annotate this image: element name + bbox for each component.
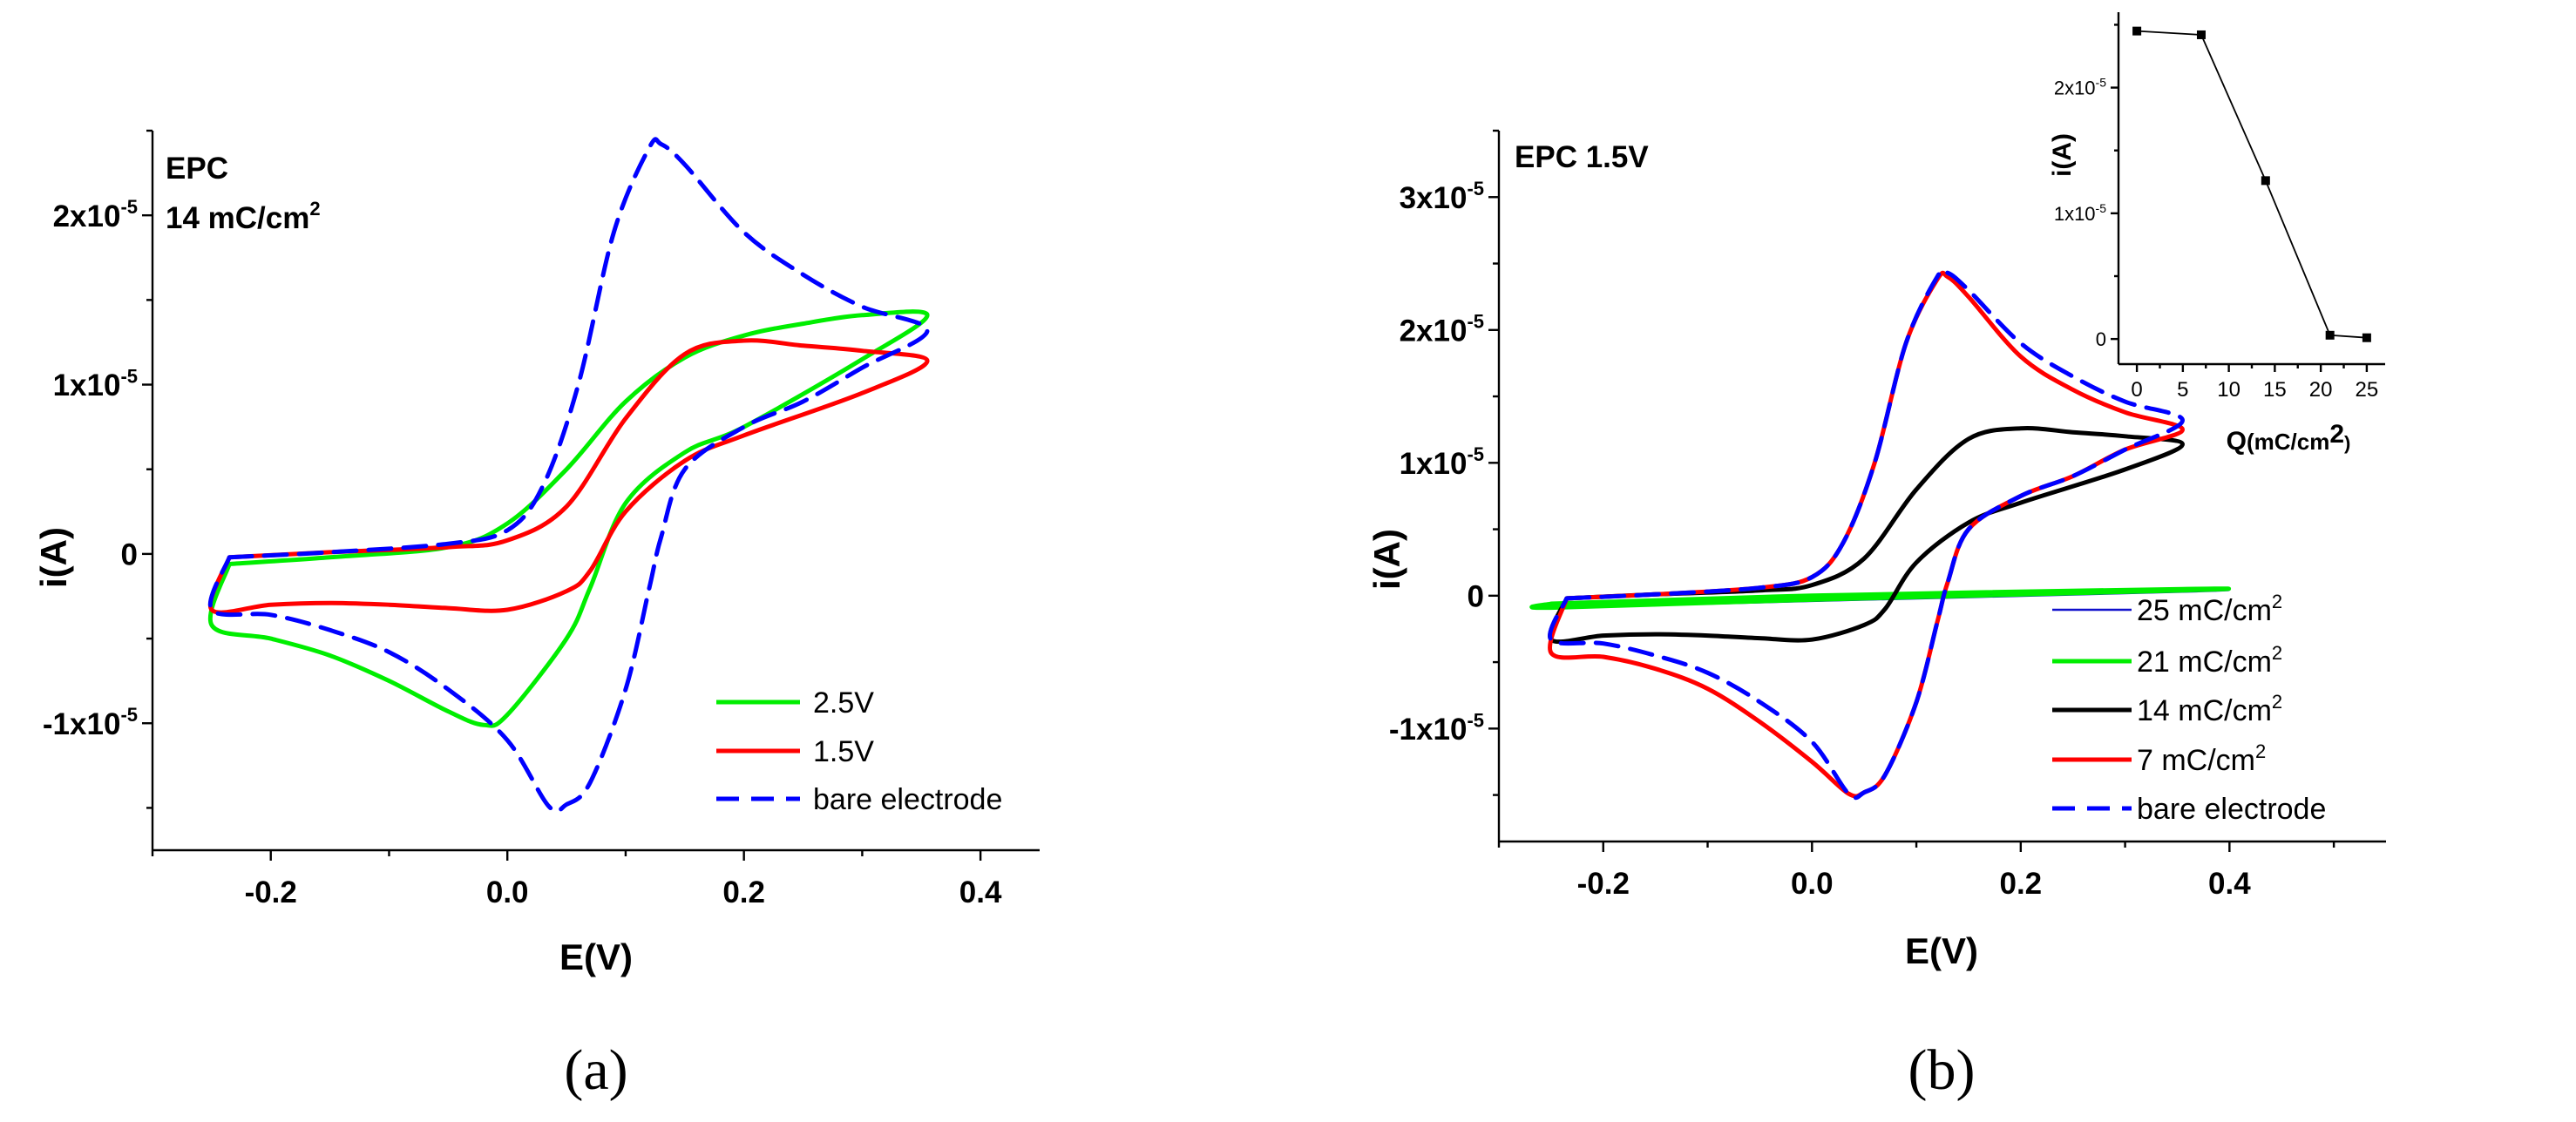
annotation-charge: 14 mC/cm2 (166, 198, 321, 235)
y-tick-label: 0 (1468, 579, 1484, 613)
y-tick-label: 2x10-5 (1400, 311, 1484, 348)
inset-data-point (2362, 333, 2371, 342)
y-tick-label: 0 (121, 537, 138, 571)
series-7-mc-cm (1548, 270, 2185, 799)
legend-label: 14 mC/cm2 (2137, 691, 2282, 727)
legend-label: bare electrode (813, 783, 1002, 816)
inset-y-tick-label: 1x10-5 (2054, 201, 2106, 225)
x-tick-label: 0.2 (722, 875, 765, 909)
legend-label: 1.5V (813, 735, 874, 768)
inset-data-line (2137, 30, 2367, 339)
y-tick-label: -1x10-5 (43, 704, 138, 741)
panel-label-a: (a) (564, 1038, 627, 1102)
inset-y-axis-title: i(A) (2048, 133, 2077, 177)
y-axis-title: i(A) (1366, 529, 1407, 590)
series-14-mc-cm (1548, 425, 2185, 645)
annotation-epc: EPC (166, 152, 228, 186)
y-tick-label: 1x10-5 (1400, 443, 1484, 481)
panel-label-b: (b) (1908, 1038, 1976, 1102)
inset-x-tick-label: 15 (2263, 378, 2287, 402)
legend-label: 7 mC/cm2 (2137, 740, 2266, 777)
chart-panel-b-inset: 0 5 10 15 20 25 0 1x10-5 2x10-5 Q(mC/cm2) i(A) (2048, 12, 2385, 456)
inset-x-tick-label: 20 (2309, 378, 2333, 402)
inset-data-point (2132, 26, 2142, 36)
y-axis-title: i(A) (33, 527, 74, 588)
x-tick-label: 0.4 (959, 875, 1002, 909)
series-2-5v (207, 309, 930, 728)
x-tick-label: 0.0 (1791, 867, 1834, 901)
legend-label: 21 mC/cm2 (2137, 642, 2282, 679)
y-tick-label: 3x10-5 (1400, 178, 1484, 215)
inset-data-point (2261, 176, 2270, 186)
inset-x-axis-title: Q(mC/cm2) (2227, 420, 2351, 456)
legend-label: bare electrode (2137, 793, 2326, 826)
inset-y-tick-label: 2x10-5 (2054, 76, 2106, 99)
y-tick-label: 1x10-5 (53, 365, 138, 402)
inset-data-point (2196, 30, 2206, 39)
x-tick-label: 0.4 (2208, 867, 2251, 901)
inset-x-tick-label: 5 (2177, 378, 2188, 402)
inset-x-tick-label: 0 (2131, 378, 2142, 402)
x-tick-label: -0.2 (1577, 867, 1630, 901)
x-axis-title: E(V) (559, 936, 633, 977)
x-tick-label: 0.0 (486, 875, 529, 909)
legend-label: 2.5V (813, 686, 874, 720)
x-axis-title: E(V) (1905, 930, 1978, 971)
y-tick-label: -1x10-5 (1389, 709, 1484, 747)
chart-panel-a: -0.2 0.0 0.2 0.4 -1x10-5 0 1x10-5 2x10-5 E(V) i(A… (33, 129, 1040, 1102)
y-tick-label: 2x10-5 (53, 196, 138, 233)
inset-y-tick-label: 0 (2096, 328, 2106, 350)
x-tick-label: 0.2 (1999, 867, 2042, 901)
inset-data-point (2325, 330, 2335, 340)
legend-label: 25 mC/cm2 (2137, 591, 2282, 627)
inset-x-tick-label: 10 (2217, 378, 2240, 402)
series-21-mc-cm (1529, 586, 2232, 611)
inset-x-tick-label: 25 (2356, 378, 2379, 402)
chart-panel-b: -0.2 0.0 0.2 0.4 -1x10-5 0 1x10-5 2x10-5 3x10-5 E… (1366, 129, 2386, 1102)
x-tick-label: -0.2 (245, 875, 297, 909)
series-1-5v (207, 338, 930, 615)
series-bare-electrode (1548, 267, 2185, 801)
annotation-epc-voltage: EPC 1.5V (1515, 140, 1649, 174)
